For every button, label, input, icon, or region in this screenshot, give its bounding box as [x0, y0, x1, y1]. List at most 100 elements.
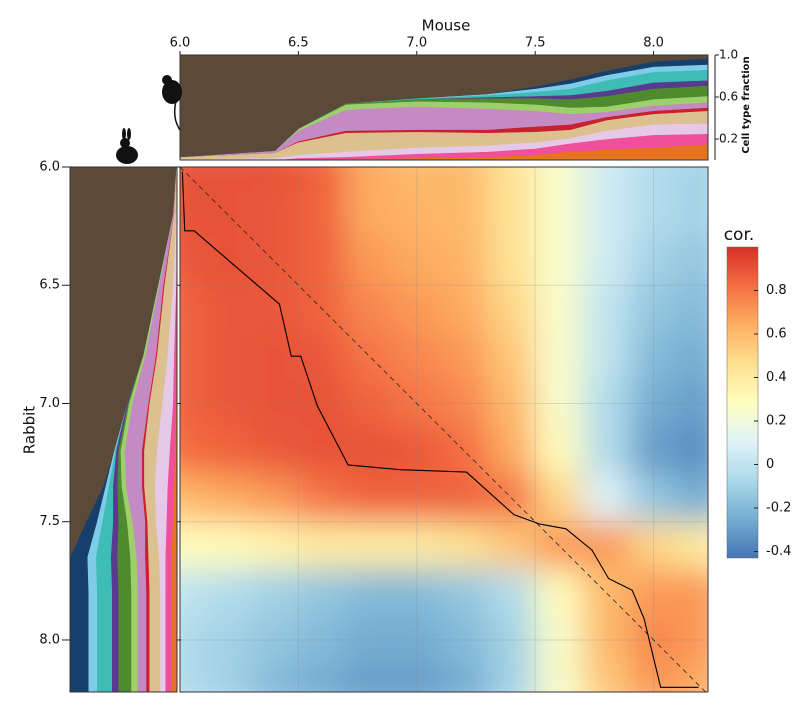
heat-cell — [535, 616, 584, 665]
heat-cell — [251, 427, 299, 475]
heat-cell — [440, 569, 489, 617]
heat-cell — [345, 237, 394, 286]
x-tick-label: 7.5 — [525, 36, 546, 51]
x-tick-label: 6.5 — [288, 36, 309, 51]
diagonal — [179, 166, 706, 693]
heat-cell — [298, 237, 347, 286]
heat-cell — [203, 616, 252, 665]
heat-cell — [629, 427, 678, 475]
heat-cell — [393, 663, 441, 692]
heat-cell — [180, 474, 205, 523]
y-tick-label: 6.0 — [39, 160, 60, 175]
x-tick-label: 7.0 — [406, 36, 427, 51]
heat-cell — [298, 521, 347, 570]
heat-cell — [582, 474, 631, 523]
heat-cell — [582, 379, 631, 428]
heat-cell — [298, 427, 347, 475]
heat-cell — [180, 427, 205, 475]
heat-cell — [393, 285, 441, 334]
colorbar-tick-label: 0.4 — [766, 370, 787, 385]
fraction-axis-title: Cell type fraction — [741, 56, 752, 153]
heat-cell — [298, 474, 347, 523]
heat-cell — [345, 521, 394, 570]
alignment-path — [181, 171, 699, 688]
heat-cell — [251, 167, 299, 192]
heat-cell — [535, 167, 584, 192]
colorbar — [726, 246, 759, 559]
heat-cell — [251, 190, 299, 239]
heat-cell — [180, 379, 205, 428]
heat-cell — [203, 379, 252, 428]
heat-cell — [677, 167, 708, 192]
heat-cell — [629, 167, 678, 192]
heat-cell — [203, 167, 252, 192]
heat-cell — [393, 332, 441, 381]
area-band — [180, 55, 708, 158]
heat-cell — [629, 474, 678, 523]
heat-cell — [393, 237, 441, 286]
colorbar-tick-label: -0.2 — [766, 500, 791, 515]
heat-cell — [487, 190, 536, 239]
colorbar-tick-label: 0 — [766, 457, 774, 472]
heat-cell — [582, 332, 631, 381]
heatmap — [180, 167, 708, 692]
heat-cell — [393, 190, 441, 239]
heat-cell — [440, 474, 489, 523]
left-area-panel — [70, 167, 177, 692]
heat-cell — [582, 427, 631, 475]
heat-cell — [440, 237, 489, 286]
colorbar-tick-label: 0.2 — [766, 413, 787, 428]
heat-cell — [180, 521, 205, 570]
heat-cell — [203, 285, 252, 334]
heat-cell — [487, 285, 536, 334]
mouse-icon — [162, 75, 182, 131]
heat-cell — [440, 332, 489, 381]
heat-cell — [535, 663, 584, 692]
heat-cell — [298, 167, 347, 192]
heat-cell — [393, 616, 441, 665]
heatmap-frame — [179, 166, 709, 693]
heat-cell — [677, 474, 708, 523]
heat-cell — [629, 285, 678, 334]
y-tick-label: 6.5 — [39, 278, 60, 293]
heat-cell — [251, 569, 299, 617]
heat-cell — [345, 663, 394, 692]
heat-cell — [180, 332, 205, 381]
heat-cell — [180, 237, 205, 286]
heat-cell — [677, 427, 708, 475]
rabbit-icon — [116, 128, 138, 164]
heat-cell — [487, 237, 536, 286]
heat-cell — [180, 285, 205, 334]
fraction-tick-label: 1.0 — [719, 48, 738, 62]
top-area-panel — [180, 55, 708, 160]
heat-cell — [345, 569, 394, 617]
heat-cell — [487, 663, 536, 692]
area-band — [70, 167, 177, 692]
heat-cell — [298, 663, 347, 692]
left-panel-frame — [69, 166, 178, 693]
heat-cell — [629, 332, 678, 381]
top-panel-frame — [179, 54, 709, 161]
heat-cell — [251, 616, 299, 665]
heat-cell — [298, 332, 347, 381]
heat-cell — [677, 285, 708, 334]
heat-cell — [180, 663, 205, 692]
heat-cell — [251, 379, 299, 428]
heat-cell — [298, 569, 347, 617]
heat-cell — [298, 190, 347, 239]
y-tick-label: 7.0 — [39, 396, 60, 411]
fraction-tick-label: 0.2 — [719, 132, 738, 146]
heat-cell — [203, 427, 252, 475]
heat-cell — [345, 427, 394, 475]
heat-cell — [677, 521, 708, 570]
heat-cell — [203, 474, 252, 523]
heat-cell — [440, 521, 489, 570]
heat-cell — [393, 521, 441, 570]
heat-cell — [345, 285, 394, 334]
heat-cell — [203, 569, 252, 617]
heat-cell — [440, 285, 489, 334]
x-tick-label: 6.0 — [170, 36, 191, 51]
heat-cell — [393, 569, 441, 617]
heat-cell — [487, 167, 536, 192]
heat-cell — [251, 474, 299, 523]
